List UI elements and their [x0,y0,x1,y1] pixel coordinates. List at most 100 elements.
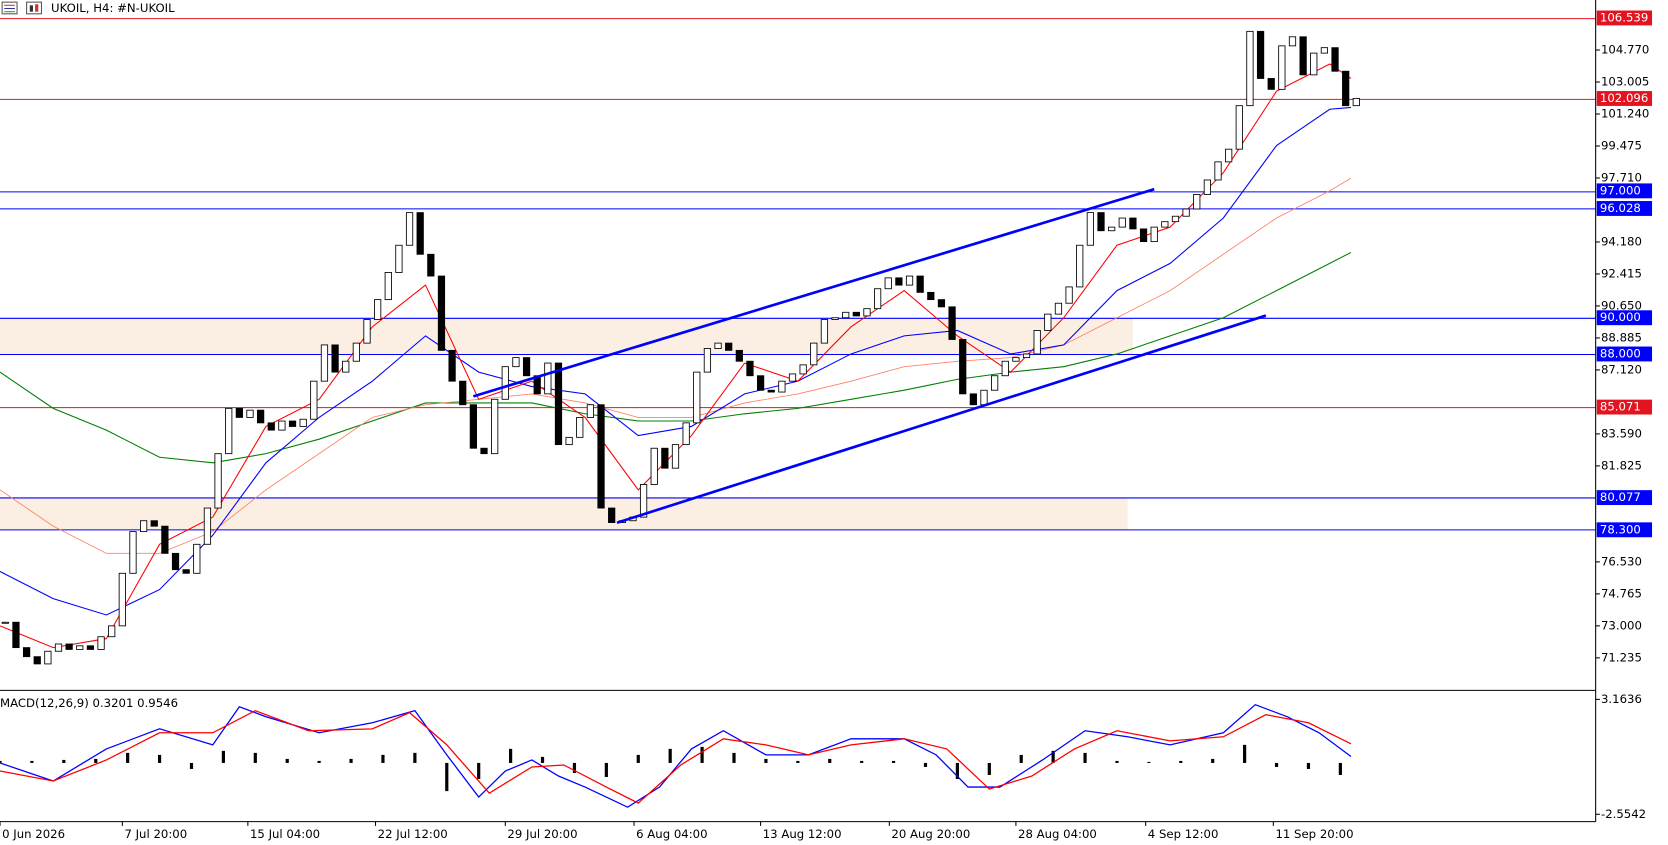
y-tick-label: 3.1636 [1601,692,1642,706]
icon-bar [29,5,33,12]
level-label: 80.077 [1600,490,1641,504]
zone [0,497,1128,530]
candle [661,447,669,469]
histogram-bar [828,758,832,763]
x-tick-label: 4 Sep 12:00 [1148,827,1219,841]
candle [352,342,360,362]
level-label-box [1596,183,1653,199]
histogram-bar [1243,744,1247,763]
y-tick-label: 71.235 [1601,650,1642,664]
candle [767,389,775,393]
macd-line [0,703,1352,808]
candle [193,543,201,574]
candle [1044,313,1052,331]
candle [139,520,148,533]
candle [1256,30,1265,79]
chart-title: UKOIL, H4: #N-UKOIL [51,1,175,15]
histogram-bar [955,762,959,780]
candle [650,447,658,485]
candle [246,409,254,418]
candle [1118,217,1126,228]
candle [1139,228,1148,243]
candle [469,404,477,449]
moving-average [0,251,1352,464]
x-tick-label: 0 Jun 2026 [2,827,65,841]
x-tick-label: 13 Aug 12:00 [763,827,842,841]
histogram-bar [189,762,194,769]
candle [310,380,318,420]
y-tick-label: 87.120 [1601,362,1642,376]
candle [693,371,701,424]
histogram-bar [413,752,417,763]
y-tick-label: 81.825 [1601,458,1642,472]
histogram-bar [30,760,34,763]
histogram-bar [445,762,449,792]
candle [416,212,424,255]
candle [1288,36,1297,47]
histogram-bar [157,754,162,763]
candle [756,375,765,391]
level-label: 106.539 [1600,10,1648,24]
candle [671,444,680,469]
candle [586,404,595,418]
candle [459,380,467,406]
histogram-bar [700,746,704,763]
candle [916,275,924,293]
candle [831,317,839,320]
candle [522,357,531,377]
level-label-box [1596,490,1653,506]
level-label-box [1596,522,1653,538]
candle [395,244,403,273]
candle [554,362,563,446]
x-tick-label: 7 Jul 20:00 [124,827,187,841]
candle [1278,45,1286,90]
y-tick-label: 97.710 [1601,170,1642,184]
candle [937,299,946,308]
candle [491,398,499,455]
histogram-bar [636,754,640,763]
level-label-box [1596,346,1653,362]
histogram-bar [1338,762,1342,775]
candle [1214,161,1222,181]
candle [257,409,265,424]
candle [448,349,456,382]
candle [1012,357,1020,362]
candle [235,407,243,418]
candle [161,525,169,554]
candle [1161,221,1169,228]
y-tick-label: 94.180 [1601,234,1642,248]
y-tick-label: 76.530 [1601,554,1642,568]
chart-icon[interactable] [26,1,43,15]
candle [1320,47,1329,54]
candle [905,275,914,286]
candle [86,645,95,650]
candle [1246,30,1254,107]
histogram-bar [764,758,768,763]
header: UKOIL, H4: #N-UKOIL [1,1,175,15]
level-label-box [1596,10,1653,26]
histogram-bar [572,762,577,773]
histogram-bar [253,752,257,763]
histogram-bar [1115,760,1119,763]
icon-bar [35,4,39,12]
candle [22,647,31,658]
candle [565,436,573,446]
candle [639,484,648,518]
candle [278,420,286,431]
candle [703,348,712,373]
candle [1065,286,1073,304]
trend-line [616,314,1267,524]
histogram-bar [860,760,864,763]
candle [1054,302,1063,315]
candle [682,422,690,446]
candle [1022,353,1031,359]
y-tick-label: 88.885 [1601,330,1642,344]
x-tick-label: 20 Aug 20:00 [891,827,970,841]
candle [1352,97,1360,107]
candle [182,569,190,574]
histogram-bar [1274,762,1279,767]
candle [873,288,882,310]
